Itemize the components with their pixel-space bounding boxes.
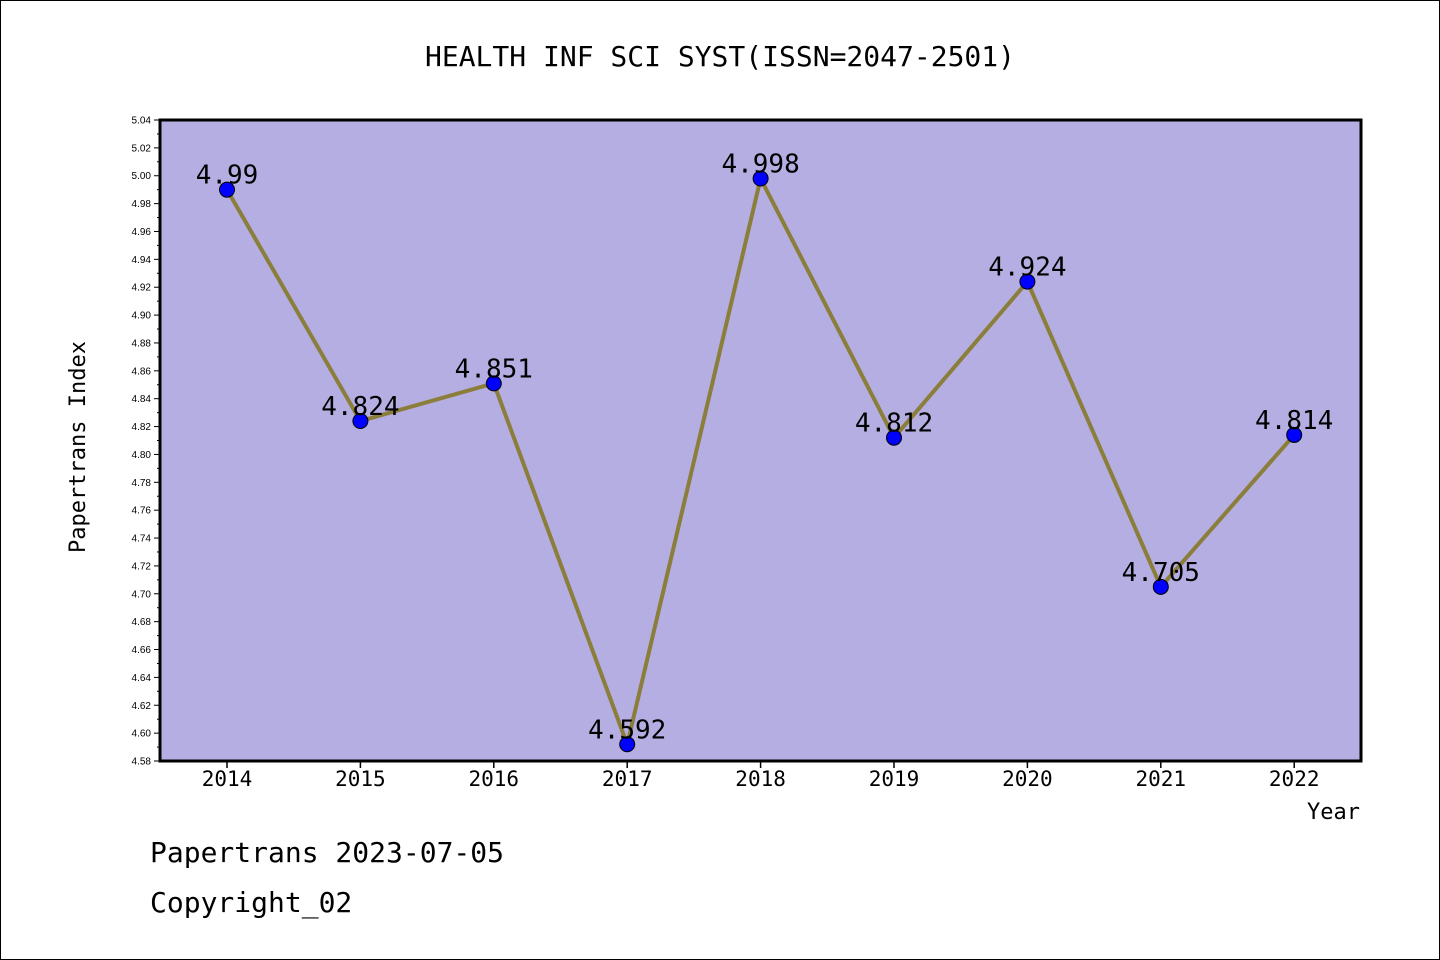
y-tick-label: 5.02	[132, 143, 152, 154]
x-tick-label: 2015	[335, 767, 386, 791]
x-tick-label: 2018	[735, 767, 786, 791]
data-label: 4.99	[196, 161, 259, 191]
y-tick-label: 4.94	[132, 255, 152, 266]
x-tick-label: 2020	[1002, 767, 1053, 791]
y-tick-label: 4.60	[132, 729, 152, 740]
y-tick-label: 4.78	[132, 478, 152, 489]
data-point	[1286, 426, 1303, 443]
x-tick-label: 2016	[469, 767, 520, 791]
data-label: 4.705	[1122, 558, 1200, 588]
data-point	[485, 375, 502, 392]
y-tick-label: 4.64	[132, 673, 152, 684]
y-tick-label: 4.68	[132, 617, 152, 628]
data-label: 4.812	[855, 409, 933, 439]
chart-title: HEALTH INF SCI SYST(ISSN=2047-2501)	[425, 40, 1015, 73]
y-axis-label: Papertrans Index	[66, 341, 91, 553]
data-label: 4.592	[588, 715, 666, 745]
data-point	[352, 412, 369, 429]
data-label: 4.814	[1255, 406, 1333, 436]
x-axis-label: Year	[1307, 800, 1360, 825]
data-point	[752, 170, 769, 187]
x-tick-label: 2021	[1136, 767, 1187, 791]
data-point	[619, 736, 636, 753]
data-point	[1019, 273, 1036, 290]
y-tick-label: 4.80	[132, 450, 152, 461]
y-tick-label: 4.90	[132, 311, 152, 322]
data-label: 4.824	[321, 392, 399, 422]
y-tick-label: 4.98	[132, 199, 152, 210]
x-tick-label: 2017	[602, 767, 653, 791]
data-point	[1152, 578, 1169, 595]
x-tick-label: 2019	[869, 767, 920, 791]
data-point	[886, 429, 902, 446]
y-tick-label: 4.70	[132, 589, 152, 600]
y-tick-label: 4.82	[132, 422, 152, 433]
y-tick-label: 4.86	[132, 366, 152, 377]
y-tick-label: 4.92	[132, 283, 152, 294]
x-axis: 2014 2015 2016 2017 2018 2019 2020 2021 2022	[202, 761, 1320, 791]
data-label: 4.924	[988, 253, 1066, 283]
y-tick-label: 4.84	[132, 394, 152, 405]
data-label: 4.851	[455, 354, 533, 384]
y-tick-label: 5.00	[132, 171, 152, 182]
y-tick-label: 4.96	[132, 227, 152, 238]
plot-area	[158, 118, 1363, 763]
series-layer: 4.99 4.824 4.851 4.592 4.998 4.812 4.924 4.705 4…	[196, 150, 1333, 753]
footer-date: Papertrans 2023-07-05	[150, 836, 505, 869]
y-tick-label: 4.62	[132, 701, 152, 712]
y-axis: 4.58 4.60 4.62 4.64 4.66 4.68 4.70 4.72 4.74 4.76…	[132, 116, 160, 768]
y-tick-label: 4.88	[132, 338, 152, 349]
x-tick-label: 2014	[202, 767, 253, 791]
y-tick-label: 4.74	[132, 534, 152, 545]
data-point	[219, 181, 235, 198]
y-tick-label: 4.72	[132, 561, 152, 572]
data-label: 4.998	[721, 150, 799, 180]
y-tick-label: 4.66	[132, 645, 152, 656]
y-tick-label: 5.04	[132, 116, 152, 127]
footer-copyright: Copyright_02	[150, 886, 353, 919]
y-tick-label: 4.58	[132, 757, 152, 768]
x-tick-label: 2022	[1269, 767, 1320, 791]
y-tick-label: 4.76	[132, 506, 152, 517]
